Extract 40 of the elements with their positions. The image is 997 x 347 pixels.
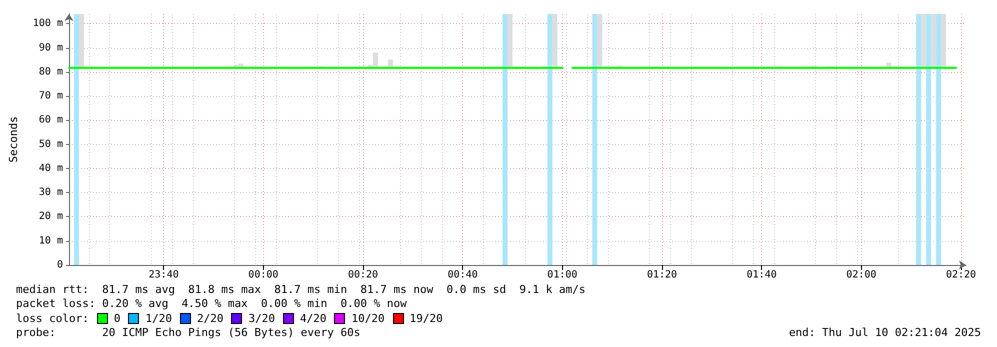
y-tick-label: 100 m [32, 18, 63, 30]
x-tick-label: 00:40 [448, 270, 478, 280]
text: packet loss: 0.20 % avg 4.50 % max 0.00 % min 0.00 % now [16, 297, 408, 312]
bar [921, 14, 926, 68]
legend-label: 1/20 [145, 312, 172, 326]
legend-title: loss color: [16, 312, 89, 326]
y-tick-label: 70 m [38, 90, 63, 102]
y-tick-label: 50 m [38, 138, 63, 150]
legend-label: 10/20 [351, 312, 385, 326]
y-tick-label: 20 m [38, 211, 63, 222]
text: probe: 20 ICMP Echo Pings (56 Bytes) every 60s [16, 326, 360, 340]
y-tick-label: 0 [56, 260, 63, 270]
x-tick-label: 00:00 [248, 270, 278, 280]
legend-label: 19/20 [410, 312, 443, 326]
text: median rtt: 81.7 ms avg 81.8 ms max 81.7 ms min 81.7 ms now 0.0 ms sd 9.1 k am/s [16, 283, 587, 298]
y-axis-title: Seconds [7, 116, 20, 163]
bar [78, 14, 84, 68]
y-tick-label: 40 m [38, 162, 63, 174]
x-tick-label: 23:40 [148, 270, 179, 280]
legend-label: 0 [114, 312, 120, 326]
legend-label: 3/20 [248, 312, 275, 326]
x-tick-label: 02:20 [946, 270, 976, 280]
x-tick-label: 02:00 [846, 270, 876, 280]
y-tick-label: 90 m [38, 42, 63, 54]
x-tick-label: 01:20 [646, 270, 678, 280]
y-tick-label: 30 m [38, 187, 63, 198]
x-tick-label: 00:20 [348, 270, 378, 280]
y-tick-label: 60 m [38, 114, 63, 126]
legend-label: 2/20 [196, 312, 224, 326]
legend-label: 4/20 [300, 312, 326, 326]
bar [941, 14, 946, 68]
x-tick-label: 01:00 [547, 270, 578, 280]
bar [931, 14, 936, 68]
text: end: Thu Jul 10 02:21:04 2025 [788, 326, 981, 340]
bar [508, 14, 513, 68]
bar [597, 14, 602, 68]
y-tick-label: 80 m [38, 66, 63, 78]
y-tick-label: 10 m [38, 235, 63, 246]
bar [552, 14, 558, 68]
x-tick-label: 01:40 [746, 270, 777, 280]
